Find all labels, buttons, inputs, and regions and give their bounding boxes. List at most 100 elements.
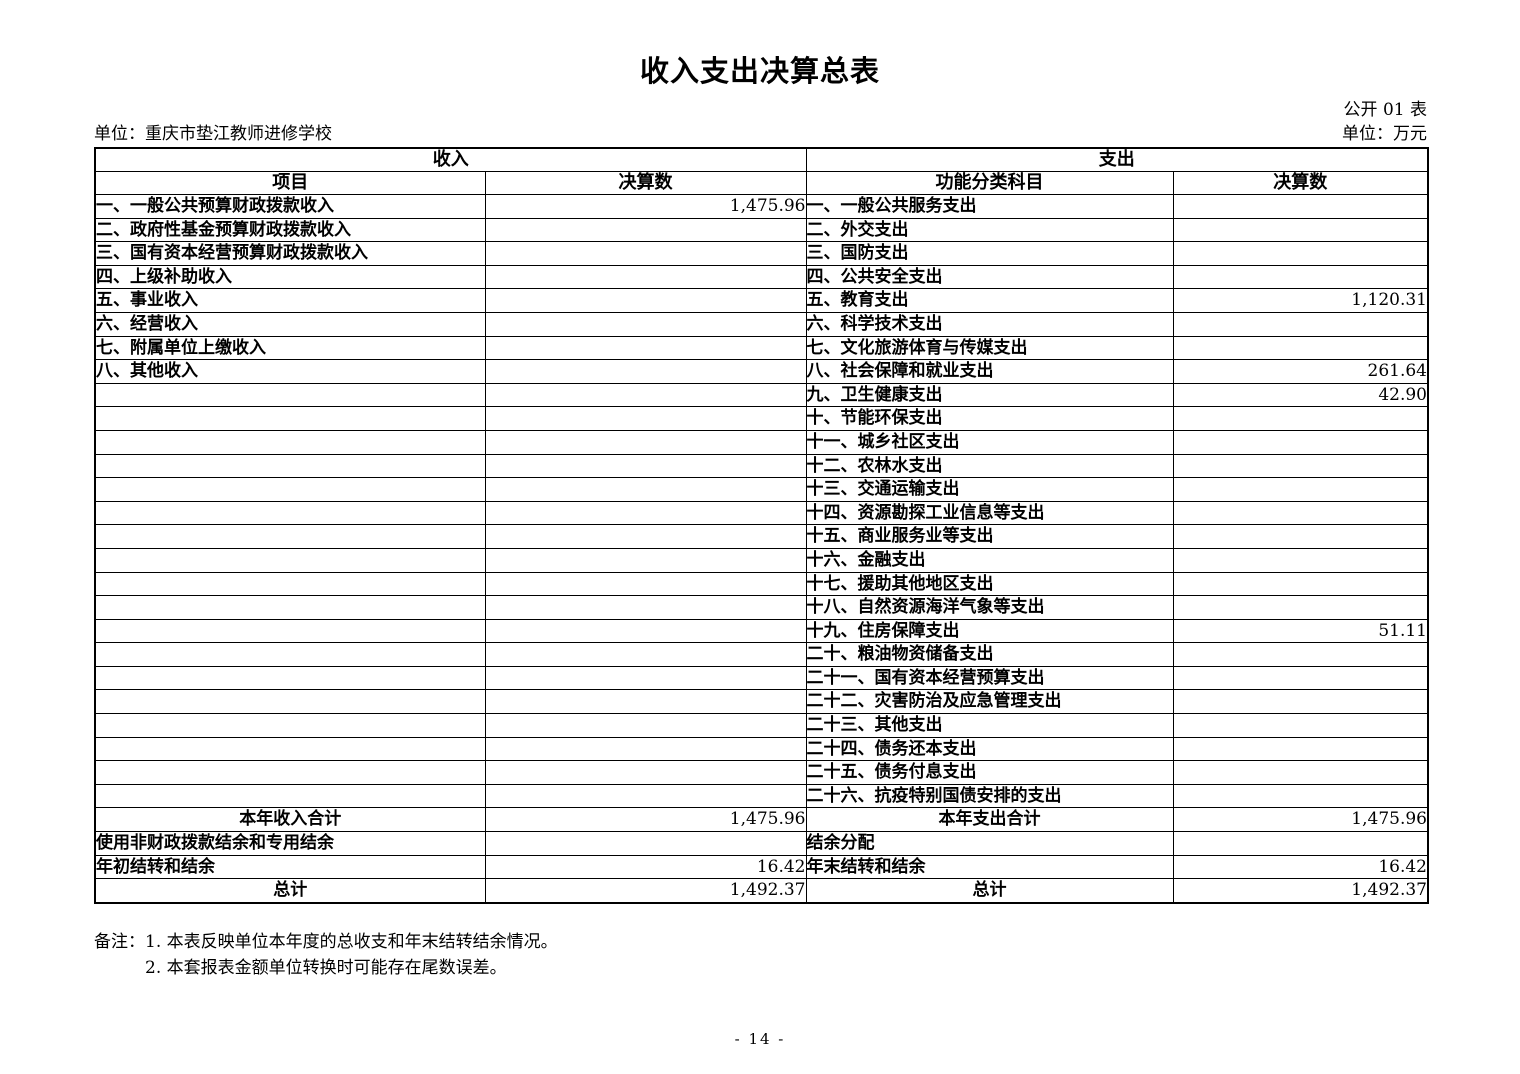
table-row: 二十二、灾害防治及应急管理支出 <box>94 689 1429 715</box>
income-item-cell <box>94 618 486 644</box>
table-row: 一、一般公共预算财政拨款收入 1,475.96 一、一般公共服务支出 <box>94 194 1429 219</box>
income-item-cell <box>94 500 486 526</box>
expense-footer-value-cell: 16.42 <box>1172 854 1429 880</box>
table-row: 三、国有资本经营预算财政拨款收入 三、国防支出 <box>94 241 1429 266</box>
expense-value-cell <box>1172 760 1429 785</box>
income-amount-column-header: 决算数 <box>484 171 807 195</box>
income-value-cell <box>484 288 807 313</box>
income-footer-value-cell <box>484 831 807 856</box>
expense-value-cell <box>1172 477 1429 502</box>
income-value-cell <box>484 477 807 502</box>
expense-value-cell <box>1172 547 1429 573</box>
table-row: 二十六、抗疫特别国债安排的支出 <box>94 783 1429 809</box>
income-item-cell <box>94 783 486 809</box>
expense-item-cell: 五、教育支出 <box>805 288 1174 313</box>
expense-item-cell: 十四、资源勘探工业信息等支出 <box>805 500 1174 526</box>
expense-item-cell: 一、一般公共服务支出 <box>805 194 1174 219</box>
expense-value-cell <box>1172 713 1429 738</box>
expense-item-cell: 二、外交支出 <box>805 217 1174 243</box>
expense-item-cell: 十三、交通运输支出 <box>805 477 1174 502</box>
expense-value-cell <box>1172 595 1429 620</box>
income-value-cell <box>484 241 807 266</box>
expense-value-cell <box>1172 406 1429 431</box>
expense-footer-value-cell <box>1172 831 1429 856</box>
table-row: 二、政府性基金预算财政拨款收入 二、外交支出 <box>94 217 1429 243</box>
income-value-cell <box>484 713 807 738</box>
expense-value-cell <box>1172 689 1429 715</box>
income-item-cell: 三、国有资本经营预算财政拨款收入 <box>94 241 486 266</box>
expense-item-cell: 四、公共安全支出 <box>805 264 1174 290</box>
notes-block: 备注： 1. 本表反映单位本年度的总收支和年末结转结余情况。 2. 本套报表金额… <box>94 929 558 981</box>
expense-value-cell <box>1172 264 1429 290</box>
expense-footer-label-cell: 本年支出合计 <box>805 807 1174 833</box>
income-value-cell <box>484 642 807 667</box>
income-footer-label-cell: 使用非财政拨款结余和专用结余 <box>94 831 486 856</box>
income-item-cell <box>94 689 486 715</box>
expense-item-cell: 十、节能环保支出 <box>805 406 1174 431</box>
income-value-cell <box>484 335 807 361</box>
expense-value-cell <box>1172 429 1429 455</box>
expense-item-cell: 二十三、其他支出 <box>805 713 1174 738</box>
expense-item-cell: 二十二、灾害防治及应急管理支出 <box>805 689 1174 715</box>
section-header-row: 收入 支出 <box>94 147 1429 172</box>
expense-value-cell <box>1172 241 1429 266</box>
notes-prefix: 备注： <box>94 932 145 952</box>
expense-value-cell <box>1172 217 1429 243</box>
income-value-cell <box>484 453 807 479</box>
table-row: 五、事业收入 五、教育支出 1,120.31 <box>94 288 1429 313</box>
expense-footer-value-cell: 1,492.37 <box>1172 878 1429 904</box>
expense-value-cell <box>1172 665 1429 691</box>
income-value-cell <box>484 760 807 785</box>
expense-item-cell: 八、社会保障和就业支出 <box>805 359 1174 384</box>
income-value-cell <box>484 665 807 691</box>
expense-item-cell: 九、卫生健康支出 <box>805 382 1174 408</box>
income-value-cell <box>484 618 807 644</box>
table-row: 十八、自然资源海洋气象等支出 <box>94 595 1429 620</box>
expense-item-cell: 十五、商业服务业等支出 <box>805 524 1174 549</box>
expense-item-cell: 二十五、债务付息支出 <box>805 760 1174 785</box>
table-row: 六、经营收入 六、科学技术支出 <box>94 311 1429 337</box>
income-value-cell <box>484 311 807 337</box>
expense-footer-value-cell: 1,475.96 <box>1172 807 1429 833</box>
income-value-cell <box>484 406 807 431</box>
expense-item-cell: 十一、城乡社区支出 <box>805 429 1174 455</box>
table-footer-row: 年初结转和结余 16.42 年末结转和结余 16.42 <box>94 854 1429 880</box>
income-value-cell <box>484 264 807 290</box>
expense-func-column-header: 功能分类科目 <box>805 171 1174 195</box>
currency-unit-label: 单位：万元 <box>1342 124 1427 144</box>
expense-item-cell: 十八、自然资源海洋气象等支出 <box>805 595 1174 620</box>
table-footer-row: 总计 1,492.37 总计 1,492.37 <box>94 878 1429 904</box>
expense-item-cell: 六、科学技术支出 <box>805 311 1174 337</box>
income-footer-value-cell: 1,475.96 <box>484 807 807 833</box>
expense-item-cell: 十七、援助其他地区支出 <box>805 571 1174 597</box>
income-item-cell <box>94 760 486 785</box>
table-row: 二十五、债务付息支出 <box>94 760 1429 785</box>
income-footer-value-cell: 1,492.37 <box>484 878 807 904</box>
income-value-cell <box>484 382 807 408</box>
income-item-cell: 五、事业收入 <box>94 288 486 313</box>
note-line: 2. 本套报表金额单位转换时可能存在尾数误差。 <box>145 958 507 978</box>
income-item-cell <box>94 595 486 620</box>
table-row: 九、卫生健康支出 42.90 <box>94 382 1429 408</box>
income-footer-value-cell: 16.42 <box>484 854 807 880</box>
table-row: 十五、商业服务业等支出 <box>94 524 1429 549</box>
expense-footer-label-cell: 总计 <box>805 878 1174 904</box>
expense-footer-label-cell: 结余分配 <box>805 831 1174 856</box>
expense-value-cell <box>1172 311 1429 337</box>
table-row: 八、其他收入 八、社会保障和就业支出 261.64 <box>94 359 1429 384</box>
income-item-cell <box>94 547 486 573</box>
income-value-cell <box>484 736 807 762</box>
income-value-cell <box>484 571 807 597</box>
expense-value-cell: 1,120.31 <box>1172 288 1429 313</box>
table-row: 十七、援助其他地区支出 <box>94 571 1429 597</box>
note-line: 1. 本表反映单位本年度的总收支和年末结转结余情况。 <box>145 932 558 952</box>
table-row: 二十四、债务还本支出 <box>94 736 1429 762</box>
table-row: 十、节能环保支出 <box>94 406 1429 431</box>
income-value-cell <box>484 783 807 809</box>
expense-value-cell <box>1172 335 1429 361</box>
expense-item-cell: 二十六、抗疫特别国债安排的支出 <box>805 783 1174 809</box>
table-footer-row: 使用非财政拨款结余和专用结余 结余分配 <box>94 831 1429 856</box>
expense-value-cell <box>1172 571 1429 597</box>
income-value-cell <box>484 524 807 549</box>
income-value-cell <box>484 547 807 573</box>
